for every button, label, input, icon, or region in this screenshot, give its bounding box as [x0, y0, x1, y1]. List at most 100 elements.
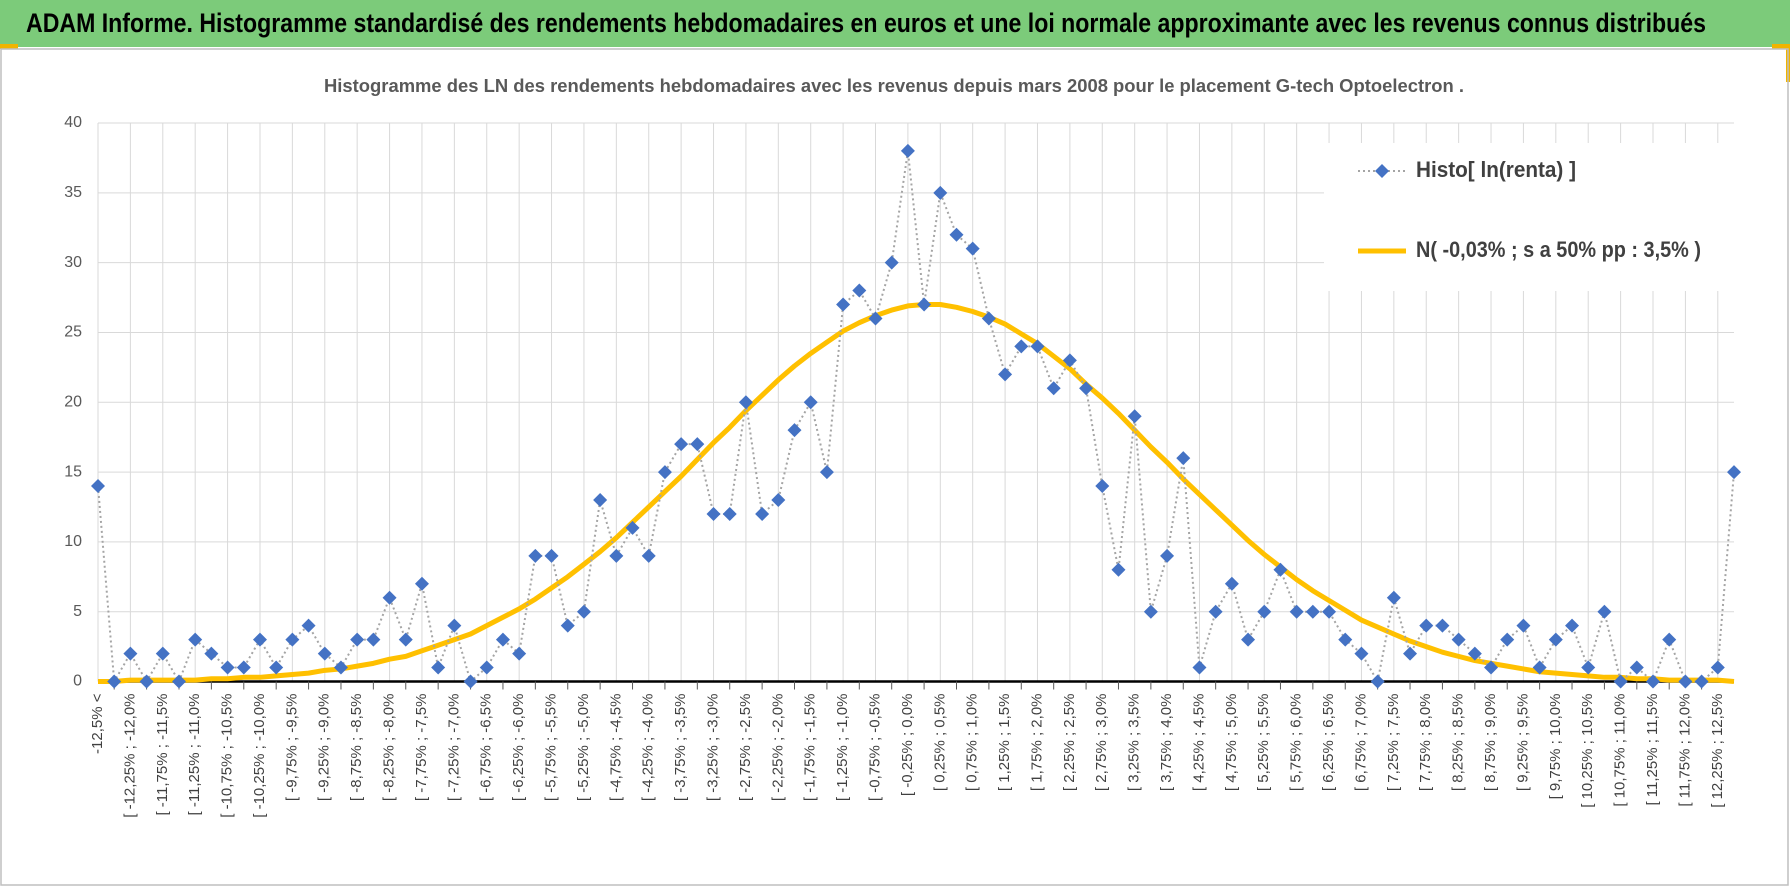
x-tick-label: [ -11,25% ; -11,0% [186, 694, 203, 816]
data-point [900, 143, 915, 158]
data-point [1014, 339, 1029, 354]
data-point [674, 437, 689, 452]
x-tick-label: [ 4,25% ; 4,5% [1190, 694, 1207, 792]
data-point [479, 660, 494, 675]
data-point [107, 674, 122, 689]
data-point [269, 660, 284, 675]
x-tick-label: [ -2,25% ; -2,0% [769, 694, 786, 802]
data-point [1095, 479, 1110, 494]
x-tick-label: [ 10,25% ; 10,5% [1579, 694, 1596, 808]
data-point [1322, 604, 1337, 619]
x-tick-label: [ -6,75% ; -6,5% [478, 694, 495, 802]
data-point [252, 632, 267, 647]
x-tick-label: [ 6,75% ; 7,0% [1352, 694, 1369, 792]
data-point [463, 674, 478, 689]
data-point [528, 548, 543, 563]
data-point [91, 479, 105, 494]
y-tick-label: 10 [64, 533, 82, 550]
data-point [836, 297, 851, 312]
y-tick-label: 40 [64, 114, 82, 131]
data-point [350, 632, 365, 647]
data-point [139, 674, 154, 689]
data-point [1062, 353, 1077, 368]
x-tick-label: [ 0,75% ; 1,0% [964, 694, 981, 792]
chart-frame [0, 48, 1789, 886]
data-point [1662, 632, 1677, 647]
data-point [366, 632, 381, 647]
legend-box [1324, 143, 1734, 291]
data-point [204, 646, 219, 661]
data-point [1208, 604, 1223, 619]
data-point [1727, 465, 1741, 480]
data-point [155, 646, 170, 661]
data-point [1127, 409, 1142, 424]
data-point [414, 576, 429, 591]
data-point [625, 520, 640, 535]
data-point [1354, 646, 1369, 661]
y-tick-label: 5 [73, 603, 82, 620]
y-tick-label: 25 [64, 324, 82, 341]
x-tick-label: [ 8,75% ; 9,0% [1482, 694, 1499, 792]
data-point [1500, 632, 1515, 647]
data-point [738, 395, 753, 410]
data-point [803, 395, 818, 410]
data-point [333, 660, 348, 675]
y-tick-label: 20 [64, 393, 82, 410]
x-tick-label: [ -3,25% ; -3,0% [704, 694, 721, 802]
data-point [755, 506, 770, 521]
data-point [495, 632, 510, 647]
data-point [1289, 604, 1304, 619]
data-point [1548, 632, 1563, 647]
data-point [1629, 660, 1644, 675]
data-point [398, 632, 413, 647]
x-tick-label: [ 11,25% ; 11,5% [1644, 694, 1661, 806]
header-bar [0, 0, 1790, 47]
data-point [609, 548, 624, 563]
x-tick-label: [ 5,25% ; 5,5% [1255, 694, 1272, 792]
y-tick-label: 0 [73, 673, 82, 690]
data-point [1257, 604, 1272, 619]
x-tick-label: [ 2,75% ; 3,0% [1093, 694, 1110, 792]
data-point [998, 367, 1013, 382]
data-point [787, 423, 802, 438]
data-point [593, 492, 608, 507]
data-point [1370, 674, 1385, 689]
data-point [1241, 632, 1256, 647]
data-point [852, 283, 867, 298]
data-point [1224, 576, 1239, 591]
header-title: ADAM Informe. Histogramme standardisé de… [26, 8, 1706, 38]
x-tick-label: [ 0,25% ; 0,5% [931, 694, 948, 792]
data-point [1710, 660, 1725, 675]
legend-marker [1375, 164, 1389, 178]
data-point [1419, 618, 1434, 633]
data-point [1451, 632, 1466, 647]
data-point [188, 632, 203, 647]
data-point [1079, 381, 1094, 396]
data-point [657, 465, 672, 480]
x-tick-label: [ 2,25% ; 2,5% [1061, 694, 1078, 792]
data-point [1435, 618, 1450, 633]
x-tick-label: [ -1,75% ; -1,5% [802, 694, 819, 802]
x-tick-label: [ 3,25% ; 3,5% [1126, 694, 1143, 792]
data-point [1176, 451, 1191, 466]
corner-accent [1772, 44, 1790, 49]
x-tick-label: [ -10,25% ; -10,0% [251, 694, 268, 818]
data-point [868, 311, 883, 326]
x-tick-label: [ -6,25% ; -6,0% [510, 694, 527, 802]
data-point [576, 604, 591, 619]
data-point [1305, 604, 1320, 619]
data-point [171, 674, 186, 689]
data-point [1386, 590, 1401, 605]
legend-label: Histo[ ln(renta) ] [1416, 157, 1576, 182]
data-point [220, 660, 235, 675]
x-tick-label: [ -2,75% ; -2,5% [737, 694, 754, 802]
data-point [1111, 562, 1126, 577]
x-tick-label: [ -4,25% ; -4,0% [640, 694, 657, 802]
x-tick-label: [ -7,75% ; -7,5% [413, 694, 430, 802]
data-point [884, 255, 899, 270]
series-line [98, 302, 1735, 684]
x-tick-label: [ 9,25% ; 9,5% [1514, 694, 1531, 792]
data-point [1030, 339, 1045, 354]
x-tick-label: [ 7,25% ; 7,5% [1385, 694, 1402, 792]
x-tick-label: [ 4,75% ; 5,0% [1223, 694, 1240, 792]
